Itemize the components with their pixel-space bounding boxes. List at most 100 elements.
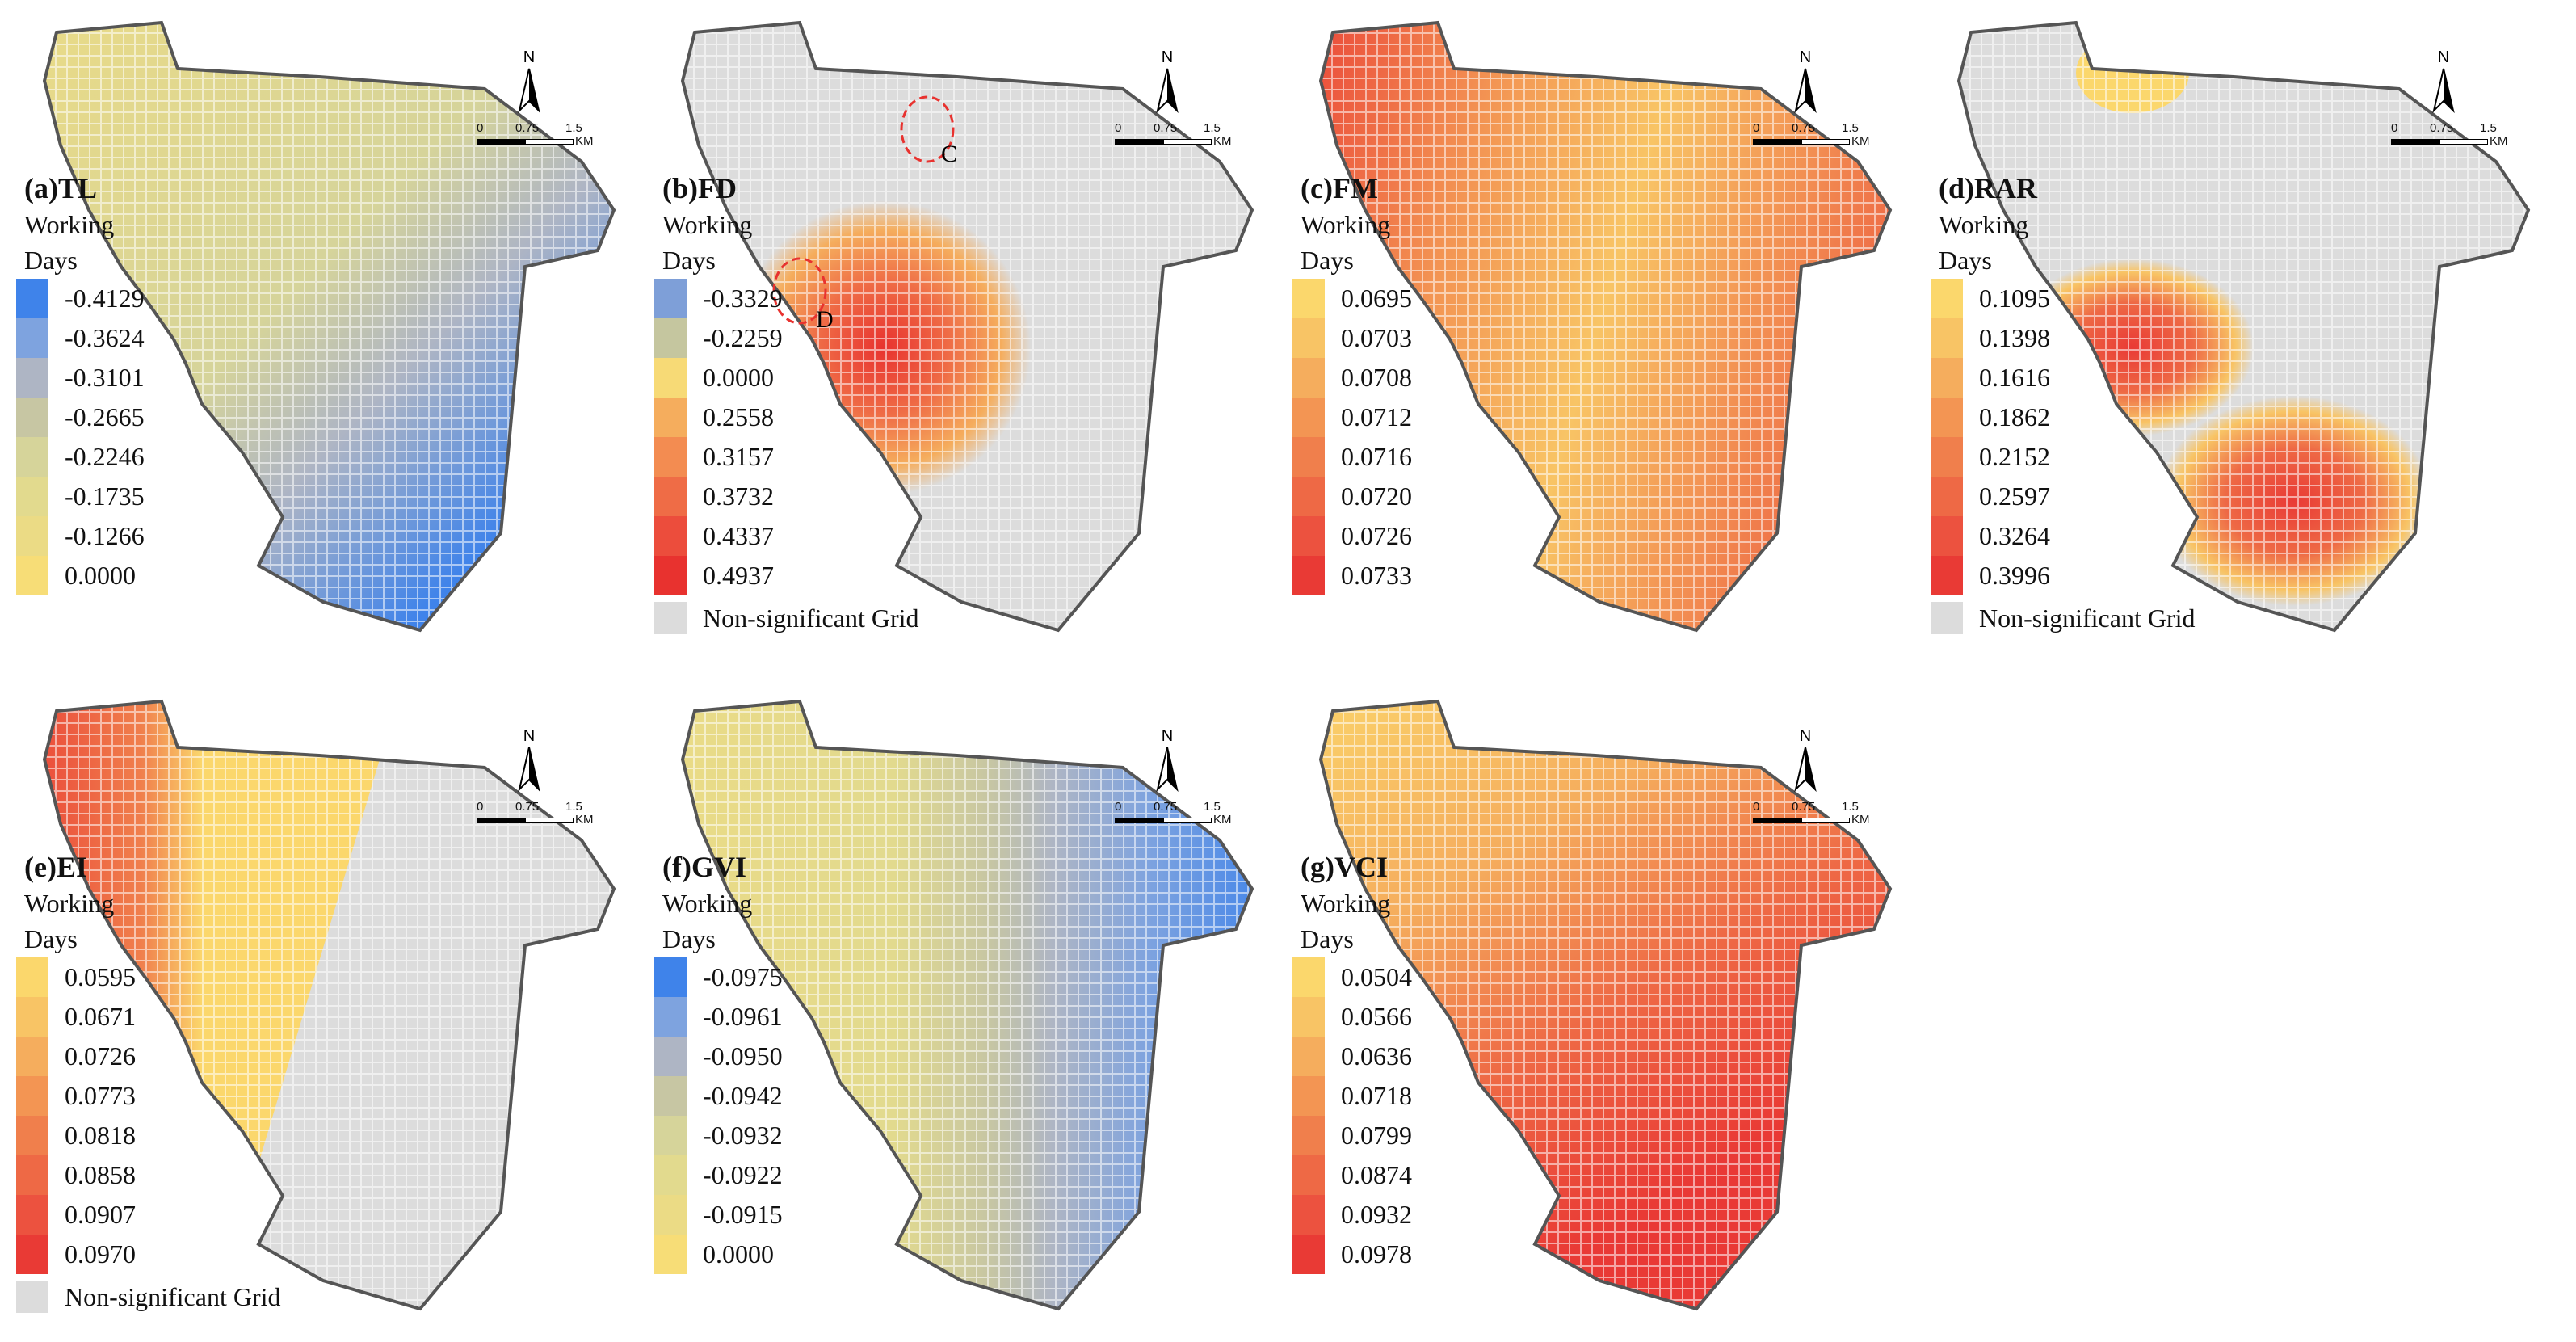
annotation-d: D	[816, 306, 834, 333]
panel-title: (d)RAR	[1939, 172, 2037, 204]
legend: 0.1095 0.1398 0.1616 0.1862 0.2152 0.259…	[1931, 279, 2050, 595]
legend: 0.0504 0.0566 0.0636 0.0718 0.0799 0.087…	[1292, 957, 1412, 1274]
svg-text:N: N	[523, 727, 535, 745]
legend-item: -0.1735	[16, 477, 145, 516]
legend-item: -0.0915	[654, 1195, 783, 1235]
non-significant-legend: Non-significant Grid	[1931, 602, 2196, 634]
legend: 0.0695 0.0703 0.0708 0.0712 0.0716 0.072…	[1292, 279, 1412, 595]
legend-item: 0.2152	[1931, 437, 2050, 477]
legend-item: 0.0695	[1292, 279, 1412, 318]
panel-c-fm: (c)FM Working Days 0.0695 0.0703 0.0708 …	[1276, 0, 1914, 654]
legend-item: -0.0922	[654, 1155, 783, 1195]
north-arrow-icon: N	[1794, 727, 1817, 793]
scale-bar: 0 0.75 1.5 KM	[2391, 121, 2508, 148]
legend-item: 0.1398	[1931, 318, 2050, 358]
legend-item: 0.2558	[654, 398, 783, 437]
annotation-circle-c	[900, 95, 955, 163]
scale-bar: 0 0.75 1.5 KM	[477, 121, 594, 148]
map-g	[1318, 699, 1893, 1311]
panel-d-rar: (d)RAR Working Days 0.1095 0.1398 0.1616…	[1914, 0, 2553, 654]
legend-item: -0.2259	[654, 318, 783, 358]
panel-title: (c)FM	[1301, 172, 1378, 204]
panel-e-ei: (e)EI Working Days 0.0595 0.0671 0.0726 …	[0, 679, 638, 1333]
legend-item: 0.3732	[654, 477, 783, 516]
map-c	[1318, 20, 1893, 633]
legend-item: -0.3101	[16, 358, 145, 398]
legend-item: 0.0703	[1292, 318, 1412, 358]
scale-bar: 0 0.75 1.5 KM	[477, 800, 594, 827]
map-d	[1956, 20, 2531, 633]
legend: -0.4129 -0.3624 -0.3101 -0.2665 -0.2246 …	[16, 279, 145, 595]
north-arrow-icon: N	[518, 727, 540, 793]
legend-item: 0.0978	[1292, 1235, 1412, 1274]
legend-item: 0.0708	[1292, 358, 1412, 398]
legend-item: 0.0000	[16, 556, 145, 595]
legend-item: 0.4937	[654, 556, 783, 595]
legend-item: -0.3329	[654, 279, 783, 318]
panel-b-fd: C D (b)FD Working Days -0.3329 -0.2259 0…	[638, 0, 1276, 654]
district-outline	[1318, 20, 1893, 633]
legend-item: -0.4129	[16, 279, 145, 318]
legend-item: 0.4337	[654, 516, 783, 556]
panel-title: (b)FD	[662, 172, 737, 204]
north-arrow-icon: N	[1156, 48, 1179, 114]
legend-item: 0.0595	[16, 957, 136, 997]
legend-item: -0.0932	[654, 1116, 783, 1155]
legend-caption: Working Days	[662, 210, 753, 275]
panel-title: (g)VCI	[1301, 851, 1388, 883]
map-b: C D	[680, 20, 1254, 633]
svg-text:N: N	[523, 48, 535, 66]
legend-caption: Working Days	[1301, 210, 1391, 275]
legend-caption: Working Days	[662, 889, 753, 953]
legend-item: -0.0975	[654, 957, 783, 997]
legend-item: -0.2246	[16, 437, 145, 477]
annotation-c: C	[941, 141, 957, 167]
district-outline	[680, 699, 1254, 1311]
legend-item: 0.0712	[1292, 398, 1412, 437]
scale-bar: 0 0.75 1.5 KM	[1115, 800, 1232, 827]
legend: -0.0975 -0.0961 -0.0950 -0.0942 -0.0932 …	[654, 957, 783, 1274]
north-arrow-icon: N	[1794, 48, 1817, 114]
north-arrow-icon: N	[518, 48, 540, 114]
panel-title: (a)TL	[24, 172, 97, 204]
legend-item: 0.0773	[16, 1076, 136, 1116]
legend-item: 0.0799	[1292, 1116, 1412, 1155]
legend-item: -0.0961	[654, 997, 783, 1037]
legend-item: 0.2597	[1931, 477, 2050, 516]
map-e	[42, 699, 616, 1311]
north-arrow-icon: N	[1156, 727, 1179, 793]
panel-title: (e)EI	[24, 851, 87, 883]
scale-bar: 0 0.75 1.5 KM	[1753, 121, 1870, 148]
panel-f-gvi: (f)GVI Working Days -0.0975 -0.0961 -0.0…	[638, 679, 1276, 1333]
legend-caption: Working Days	[1939, 210, 2029, 275]
legend-item: 0.0720	[1292, 477, 1412, 516]
legend-item: 0.0726	[16, 1037, 136, 1076]
legend: -0.3329 -0.2259 0.0000 0.2558 0.3157 0.3…	[654, 279, 783, 595]
legend-item: 0.3157	[654, 437, 783, 477]
district-outline	[42, 20, 616, 633]
legend-caption: Working Days	[1301, 889, 1391, 953]
legend-caption: Working Days	[24, 889, 115, 953]
district-outline	[1318, 699, 1893, 1311]
legend-item: 0.0718	[1292, 1076, 1412, 1116]
map-a	[42, 20, 616, 633]
district-outline	[680, 20, 1254, 633]
legend-item: 0.0932	[1292, 1195, 1412, 1235]
legend-item: -0.3624	[16, 318, 145, 358]
district-outline	[42, 699, 616, 1311]
non-significant-legend: Non-significant Grid	[16, 1281, 281, 1313]
legend-item: 0.3996	[1931, 556, 2050, 595]
legend-item: 0.0818	[16, 1116, 136, 1155]
legend-item: -0.2665	[16, 398, 145, 437]
legend-item: 0.0636	[1292, 1037, 1412, 1076]
legend-item: 0.0858	[16, 1155, 136, 1195]
legend-caption: Working Days	[24, 210, 115, 275]
panel-title: (f)GVI	[662, 851, 746, 883]
annotation-circle-d	[772, 257, 827, 325]
panel-g-vci: (g)VCI Working Days 0.0504 0.0566 0.0636…	[1276, 679, 1914, 1333]
svg-text:N: N	[2438, 48, 2449, 66]
svg-text:N: N	[1162, 727, 1173, 745]
legend-item: 0.0000	[654, 1235, 783, 1274]
legend-item: 0.3264	[1931, 516, 2050, 556]
panel-a-tl: (a)TL Working Days -0.4129 -0.3624 -0.31…	[0, 0, 638, 654]
